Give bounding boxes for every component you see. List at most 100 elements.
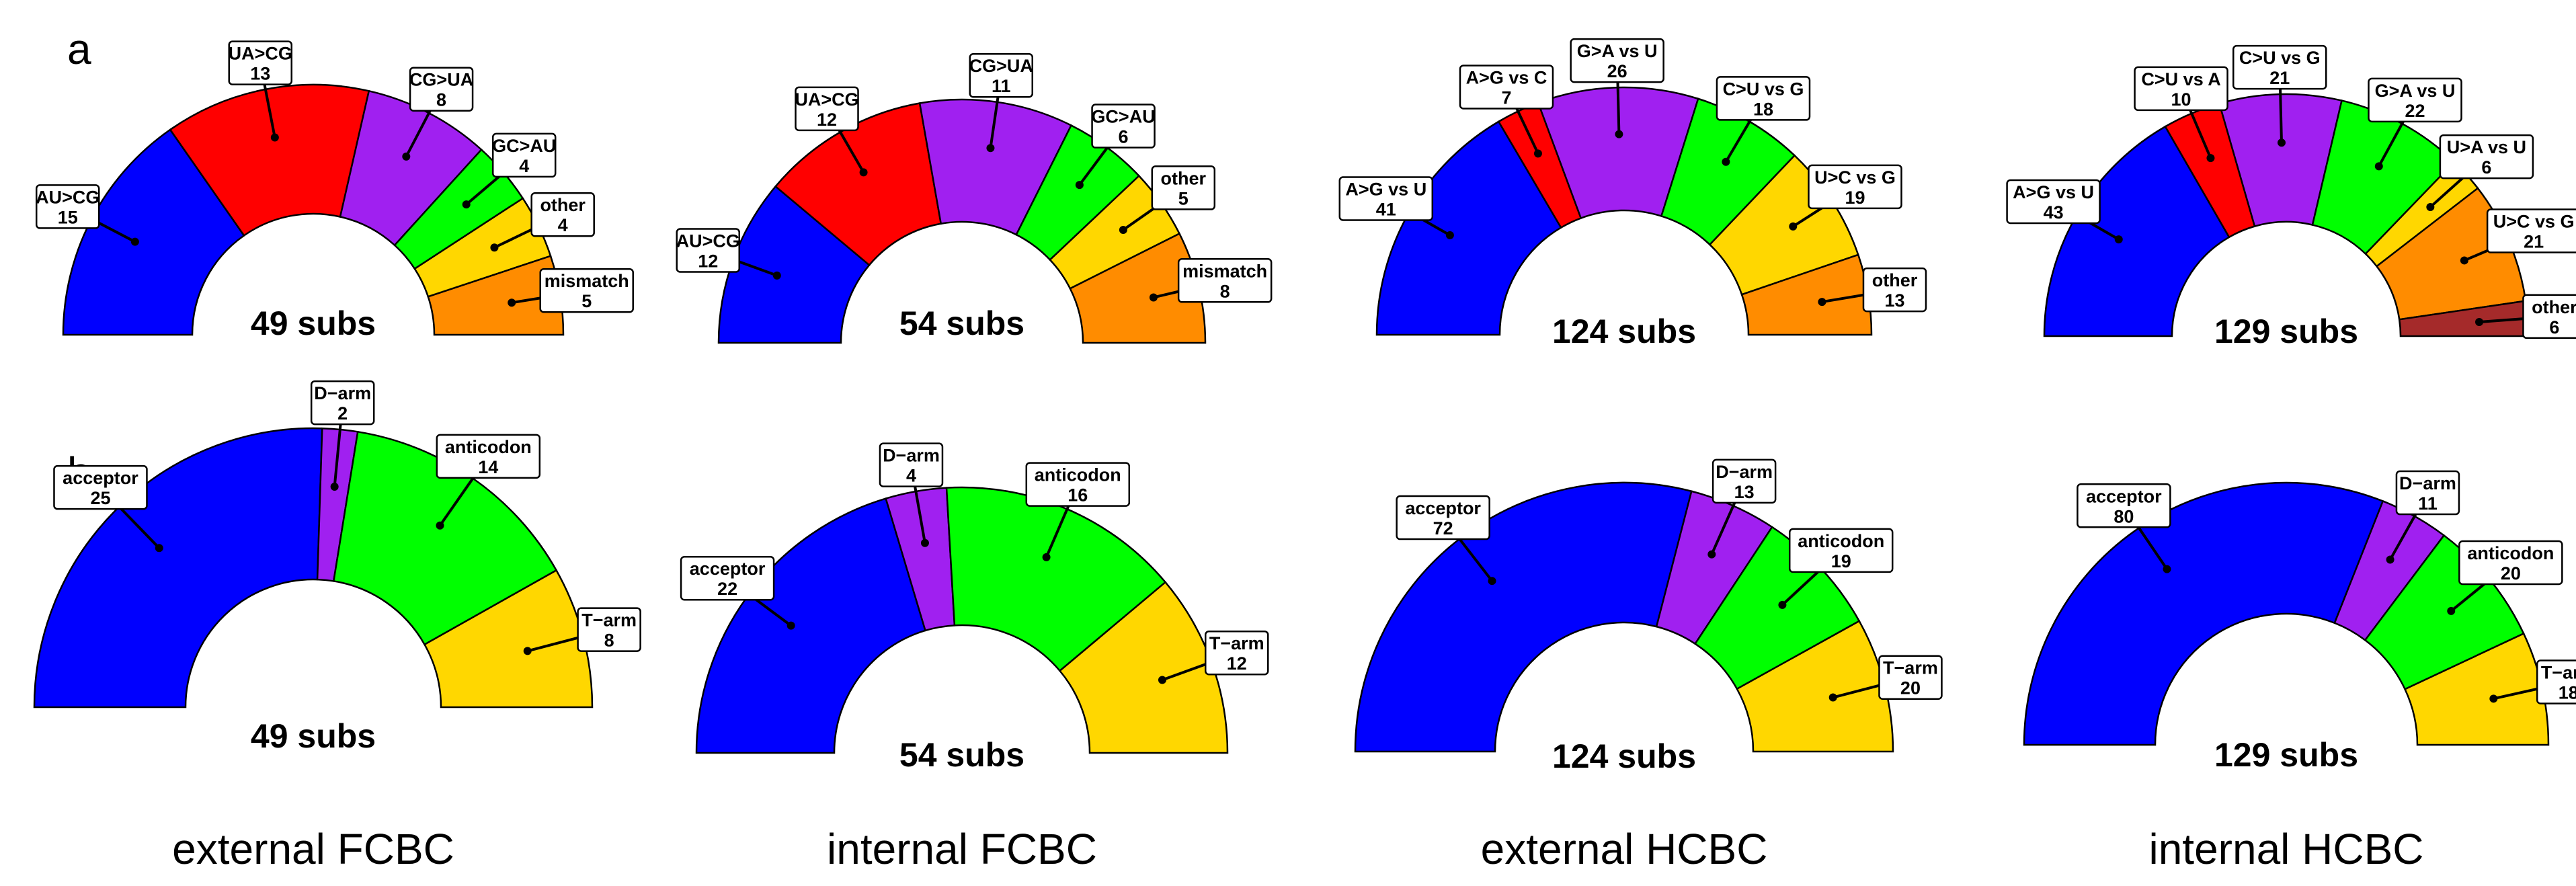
label-name: other (1872, 270, 1918, 290)
leader-dot (1778, 600, 1787, 609)
label-value: 7 (1501, 87, 1511, 108)
label-name: D−arm (2399, 473, 2456, 493)
label-box (2439, 134, 2534, 179)
label-value: 22 (717, 579, 737, 599)
label-value: 22 (2405, 101, 2425, 121)
label-value: 14 (478, 457, 498, 477)
label-value: 12 (817, 110, 837, 130)
leader-dot (1828, 693, 1837, 702)
total-label: 129 subs (2214, 313, 2358, 350)
label-value: 19 (1831, 551, 1851, 571)
leader-dot (1722, 157, 1730, 166)
label-box (1878, 655, 1943, 700)
leader-dot (1615, 130, 1623, 138)
label-box (2395, 470, 2460, 516)
label-value: 6 (1119, 127, 1129, 147)
label-t-arm: T−arm18 (2489, 659, 2576, 704)
leader-dot (1075, 181, 1084, 190)
label-name: C>U vs A (2141, 69, 2220, 89)
label-name: acceptor (2086, 486, 2162, 506)
label-a-g-vs-u: A>G vs U43 (2006, 179, 2123, 244)
leader-dot (155, 544, 163, 553)
label-a-g-vs-u: A>G vs U41 (1338, 176, 1454, 239)
label-box (530, 192, 595, 237)
label-u-c-vs-g: U>C vs G21 (2460, 208, 2576, 265)
label-box (577, 607, 641, 652)
leader-dot (2447, 606, 2456, 615)
slice-acceptor (2023, 481, 2384, 746)
label-value: 5 (1178, 188, 1189, 208)
label-name: mismatch (545, 271, 629, 291)
label-name: D−arm (883, 446, 940, 466)
label-name: U>C vs G (1814, 167, 1896, 188)
leader-dot (1445, 231, 1454, 239)
label-name: mismatch (1182, 261, 1267, 281)
leader-dot (1042, 553, 1051, 561)
leader-dot (1789, 222, 1798, 231)
total-label: 124 subs (1552, 737, 1696, 775)
label-c-u-vs-g: C>U vs G18 (1716, 76, 1811, 166)
slice-t-arm (1736, 620, 1894, 753)
slice-ua-cg (169, 83, 370, 237)
leader-dot (2374, 162, 2383, 171)
leader-dot (2426, 202, 2435, 211)
label-name: U>C vs G (2493, 212, 2575, 232)
label-value: 4 (519, 156, 529, 176)
label-value: 25 (90, 488, 110, 508)
label-value: 8 (436, 90, 446, 110)
slice-t-arm (2403, 632, 2550, 746)
label-name: anticodon (1798, 531, 1884, 551)
leader-dot (270, 133, 279, 142)
label-box (1025, 462, 1131, 507)
slice-au-cg (62, 128, 245, 336)
label-value: 15 (58, 207, 78, 227)
slice-a-g-vs-u (2043, 125, 2230, 337)
label-value: 26 (1607, 61, 1627, 81)
leader-dot (2460, 256, 2468, 265)
label-box (53, 465, 148, 510)
label-name: UA>CG (795, 89, 858, 110)
leader-dot (2489, 694, 2498, 703)
total-label: 124 subs (1552, 313, 1696, 350)
leader-dot (2475, 317, 2484, 326)
slice-acceptor (33, 427, 323, 709)
label-value: 21 (2269, 68, 2290, 88)
leader-dot (490, 243, 499, 252)
label-box (2486, 208, 2576, 253)
label-box (2077, 483, 2171, 528)
label-value: 80 (2114, 506, 2134, 526)
leader-dot (787, 621, 795, 630)
label-name: G>A vs U (1577, 41, 1658, 61)
label-value: 18 (2559, 683, 2576, 703)
label-box (1459, 65, 1554, 110)
total-label: 49 subs (251, 305, 376, 342)
label-box (676, 228, 740, 273)
label-c-u-vs-g: C>U vs G21 (2232, 44, 2327, 147)
label-name: A>G vs U (2013, 182, 2094, 202)
leader-dot (330, 483, 339, 491)
label-box (879, 442, 944, 487)
label-name: D−arm (1716, 462, 1773, 482)
label-box (2134, 66, 2228, 112)
label-value: 20 (1900, 678, 1921, 698)
leader-dot (462, 200, 471, 209)
leader-dot (920, 538, 929, 547)
label-g-a-vs-u: G>A vs U26 (1570, 38, 1664, 138)
label-name: acceptor (690, 559, 766, 579)
label-value: 11 (2418, 493, 2438, 514)
label-g-a-vs-u: G>A vs U22 (2368, 77, 2462, 171)
